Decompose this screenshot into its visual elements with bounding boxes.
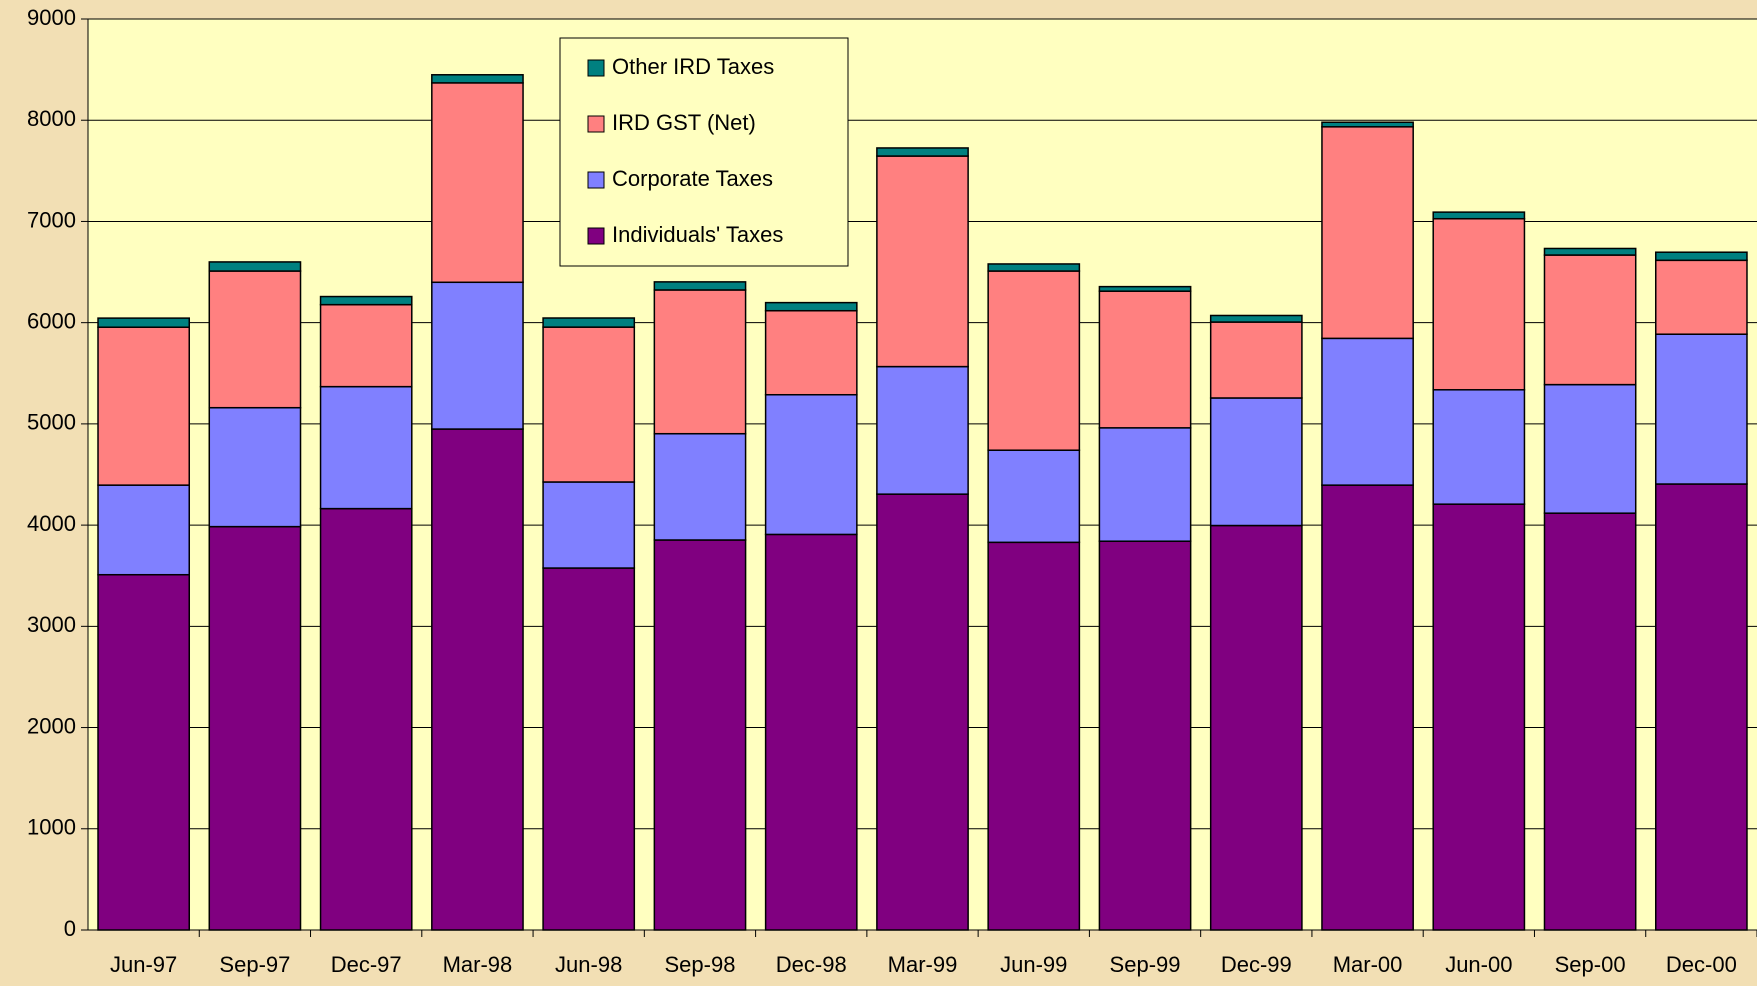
legend: Other IRD Taxes IRD GST (Net) Corporate Ta… [559,37,849,267]
bar-segment [542,326,636,483]
bar-segment [319,303,413,388]
bar-segment [876,365,969,495]
bar-segment [1432,389,1526,505]
bar-segment [97,317,191,328]
x-tick-label: Sep-00 [1555,952,1626,977]
y-tick-label: 2000 [27,713,76,738]
y-tick-label: 1000 [27,815,76,840]
y-tick-label: 4000 [27,511,76,536]
y-tick-label: 9000 [27,5,76,30]
bar-segment [1321,484,1414,931]
bar-segment [542,481,636,569]
x-tick-label: Dec-97 [331,952,402,977]
bar-segment [542,317,636,328]
bar-segment [208,261,302,272]
legend-box [559,37,849,267]
bar-segment [1209,524,1303,931]
bar-segment [653,432,747,541]
bar-segment [653,281,747,291]
bar-segment [764,393,858,536]
x-tick-label: Sep-98 [664,952,735,977]
bar-segment [1432,217,1526,391]
x-tick-label: Jun-98 [555,952,622,977]
x-tick-label: Sep-99 [1110,952,1181,977]
bar-segment [97,573,191,931]
bar-segment [208,406,302,528]
bar-segment [208,525,302,931]
bar-segment [1543,247,1637,256]
x-tick-label: Mar-00 [1333,952,1403,977]
y-tick-label: 6000 [27,308,76,333]
bar-segment [1209,321,1303,399]
x-tick-label: Jun-97 [110,952,177,977]
bar-segment [987,263,1081,272]
bar-segment [1209,314,1303,323]
legend-label: IRD GST (Net) [612,110,756,135]
bar-segment [1321,337,1414,486]
x-tick-label: Dec-00 [1666,952,1737,977]
bar-segment [431,74,524,84]
bar-segment [1209,397,1303,527]
bar-segment [1543,254,1637,386]
bar-segment [1543,512,1637,931]
legend-label: Other IRD Taxes [612,54,774,79]
bar-segment [987,270,1081,451]
legend-swatch [587,115,605,133]
bar-segment [1098,290,1192,429]
bar-segment [764,533,858,931]
x-tick-label: Mar-98 [443,952,513,977]
bar-segment [1321,126,1414,340]
bar-segment [431,281,524,430]
bar-segment [431,428,524,931]
bar-segment [1654,483,1748,931]
y-tick-label: 5000 [27,410,76,435]
bar-segment [876,147,969,157]
bar-segment [208,270,302,409]
bar-segment [431,82,524,284]
bar-segment [1432,211,1526,220]
legend-swatch [587,171,605,189]
y-tick-label: 0 [64,916,76,941]
legend-swatch [587,59,605,77]
bar-segment [319,507,413,931]
bar-segment [1654,251,1748,262]
bar-segment [1098,540,1192,931]
legend-label: Individuals' Taxes [612,222,783,247]
bar-segment [653,289,747,435]
bar-segment [987,541,1081,931]
x-tick-label: Jun-99 [1000,952,1067,977]
x-tick-label: Sep-97 [219,952,290,977]
bar-segment [1432,503,1526,931]
bar-segment [1654,259,1748,335]
legend-label: Corporate Taxes [612,166,773,191]
bar-segment [97,326,191,486]
x-tick-label: Dec-98 [776,952,847,977]
bar-segment [319,385,413,510]
bar-segment [1654,333,1748,485]
legend-swatch [587,227,605,245]
bar-segment [97,484,191,576]
bar-segment [764,309,858,396]
y-tick-label: 8000 [27,106,76,131]
bar-segment [1098,285,1192,292]
bar-segment [542,567,636,931]
bar-segment [1098,427,1192,542]
x-tick-label: Dec-99 [1221,952,1292,977]
bar-segment [876,155,969,368]
bar-segment [876,493,969,931]
x-tick-label: Mar-99 [888,952,958,977]
bar-segment [987,449,1081,544]
bar-segment [1543,383,1637,514]
x-tick-label: Jun-00 [1445,952,1512,977]
bar-segment [1321,121,1414,128]
bar-segment [319,295,413,306]
bar-segment [764,301,858,312]
bar-segment [653,539,747,931]
y-tick-label: 7000 [27,207,76,232]
y-tick-label: 3000 [27,612,76,637]
